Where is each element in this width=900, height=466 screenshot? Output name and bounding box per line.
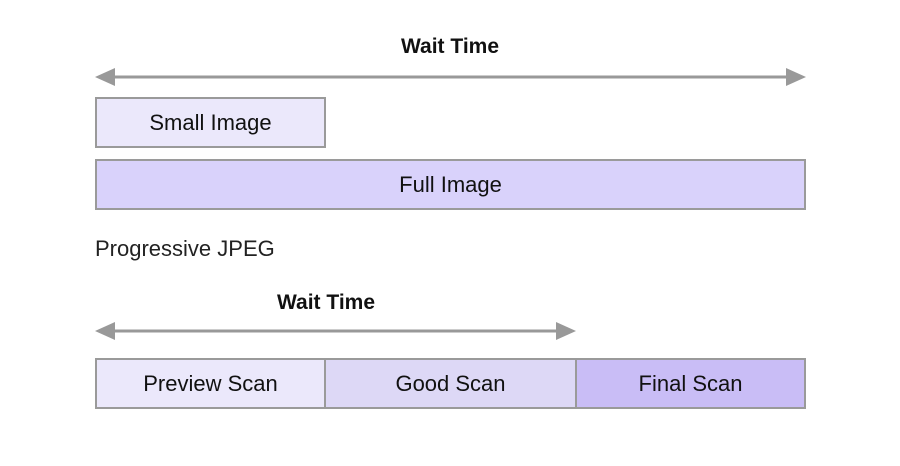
full-image-label: Full Image: [399, 171, 502, 197]
top-wait-time-title: Wait Time: [400, 35, 500, 58]
good-scan-label: Good Scan: [395, 370, 506, 396]
preview-scan-box: Preview Scan: [95, 358, 326, 409]
final-scan-label: Final Scan: [638, 370, 743, 396]
final-scan-box: Final Scan: [575, 358, 806, 409]
small-image-label: Small Image: [149, 109, 272, 135]
full-image-box: Full Image: [95, 159, 806, 210]
good-scan-box: Good Scan: [324, 358, 577, 409]
progressive-jpeg-label: Progressive JPEG: [95, 236, 275, 261]
scan-row: Preview Scan Good Scan Final Scan: [95, 358, 806, 409]
preview-scan-label: Preview Scan: [143, 370, 278, 396]
bottom-wait-time-title: Wait Time: [276, 291, 376, 314]
small-image-box: Small Image: [95, 97, 326, 148]
